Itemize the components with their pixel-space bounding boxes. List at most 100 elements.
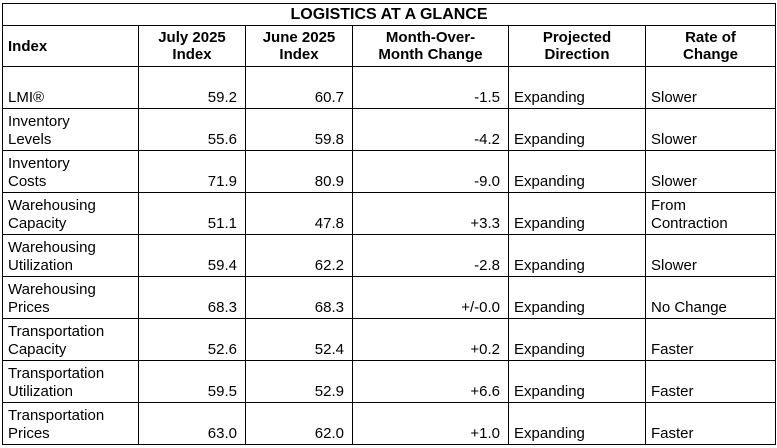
- header-index: Index: [2, 25, 139, 67]
- table-title: LOGISTICS AT A GLANCE: [1, 3, 777, 26]
- header-mom-change: Month-Over- Month Change: [352, 25, 509, 67]
- cell-index-label: Inventory Costs: [2, 150, 139, 193]
- cell-index-label-line2: Prices: [8, 425, 50, 442]
- table-row: Inventory Costs 71.9 80.9 -9.0 Expanding Slowe…: [2, 150, 777, 193]
- header-projected-line1: Projected: [542, 29, 612, 46]
- cell-index-label-line2: Prices: [8, 299, 50, 316]
- cell-july-value: 71.9: [138, 150, 246, 193]
- header-june-line1: June 2025: [262, 29, 336, 46]
- cell-rate-of-change: Slower: [644, 66, 777, 109]
- cell-mom-change: -1.5: [352, 66, 509, 109]
- cell-index-label-line2: Utilization: [8, 257, 74, 274]
- cell-mom-change: +1.0: [352, 402, 509, 445]
- header-mom-line2: Month Change: [378, 46, 483, 63]
- cell-rate-of-change: Faster: [644, 360, 777, 403]
- cell-rate-of-change-line2: Faster: [651, 425, 694, 442]
- cell-rate-of-change: Slower: [644, 150, 777, 193]
- cell-projected-direction: Expanding: [508, 402, 646, 445]
- header-july-line1: July 2025: [158, 29, 226, 46]
- cell-index-label: Transportation Prices: [2, 402, 139, 445]
- cell-rate-of-change-line2: Slower: [651, 173, 697, 190]
- cell-index-label-line2: Costs: [8, 173, 47, 190]
- cell-mom-change: -2.8: [352, 234, 509, 277]
- cell-index-label: Warehousing Capacity: [2, 192, 139, 235]
- cell-projected-direction: Expanding: [508, 276, 646, 319]
- cell-index-label: Inventory Levels: [2, 108, 139, 151]
- logistics-table: LOGISTICS AT A GLANCE Index July 2025 Ind…: [1, 3, 777, 445]
- header-july: July 2025 Index: [138, 25, 246, 67]
- cell-index-label-line1: Inventory: [8, 113, 70, 130]
- cell-index-label: LMI®: [2, 66, 139, 109]
- cell-mom-change: -4.2: [352, 108, 509, 151]
- cell-rate-of-change-line2: Slower: [651, 257, 697, 274]
- cell-index-label-line1: Warehousing: [8, 239, 96, 256]
- cell-index-label: Transportation Capacity: [2, 318, 139, 361]
- header-projected: Projected Direction: [508, 25, 646, 67]
- header-row: Index July 2025 Index June 2025 Index Mont…: [2, 25, 777, 67]
- cell-index-label-line2: LMI®: [8, 89, 45, 106]
- header-rate: Rate of Change: [644, 25, 777, 67]
- cell-june-value: 47.8: [245, 192, 353, 235]
- header-june-line2: Index: [279, 46, 319, 63]
- cell-rate-of-change: Slower: [644, 108, 777, 151]
- header-mom-line1: Month-Over-: [385, 29, 476, 46]
- cell-july-value: 52.6: [138, 318, 246, 361]
- cell-index-label-line2: Capacity: [8, 341, 67, 358]
- header-july-line2: Index: [172, 46, 212, 63]
- table-row: Warehousing Utilization 59.4 62.2 -2.8 Expand…: [2, 234, 777, 277]
- cell-june-value: 52.4: [245, 318, 353, 361]
- cell-june-value: 59.8: [245, 108, 353, 151]
- cell-rate-of-change-line2: Slower: [651, 89, 697, 106]
- table-row: Transportation Capacity 52.6 52.4 +0.2 Expand…: [2, 318, 777, 361]
- header-projected-line2: Direction: [544, 46, 610, 63]
- cell-index-label-line1: Transportation: [8, 365, 105, 382]
- header-june: June 2025 Index: [245, 25, 353, 67]
- cell-july-value: 63.0: [138, 402, 246, 445]
- cell-projected-direction: Expanding: [508, 234, 646, 277]
- cell-rate-of-change-line2: Faster: [651, 341, 694, 358]
- cell-index-label-line1: Transportation: [8, 407, 105, 424]
- table-row: Transportation Prices 63.0 62.0 +1.0 Expandin…: [2, 402, 777, 445]
- table-row: Inventory Levels 55.6 59.8 -4.2 Expanding Slow…: [2, 108, 777, 151]
- cell-rate-of-change: Slower: [644, 234, 777, 277]
- cell-june-value: 60.7: [245, 66, 353, 109]
- cell-rate-of-change: From Contraction: [644, 192, 777, 235]
- cell-index-label: Warehousing Prices: [2, 276, 139, 319]
- cell-projected-direction: Expanding: [508, 318, 646, 361]
- cell-june-value: 62.2: [245, 234, 353, 277]
- header-rate-line2: Change: [683, 46, 739, 63]
- cell-rate-of-change-line2: Faster: [651, 383, 694, 400]
- table-body: LMI® 59.2 60.7 -1.5 Expanding Slower Inventory…: [2, 66, 777, 445]
- cell-july-value: 59.4: [138, 234, 246, 277]
- cell-july-value: 59.5: [138, 360, 246, 403]
- cell-june-value: 62.0: [245, 402, 353, 445]
- cell-projected-direction: Expanding: [508, 150, 646, 193]
- cell-rate-of-change: Faster: [644, 402, 777, 445]
- cell-mom-change: +3.3: [352, 192, 509, 235]
- cell-projected-direction: Expanding: [508, 108, 646, 151]
- cell-rate-of-change: Faster: [644, 318, 777, 361]
- cell-index-label-line1: Transportation: [8, 323, 105, 340]
- cell-mom-change: +0.2: [352, 318, 509, 361]
- cell-mom-change: +6.6: [352, 360, 509, 403]
- cell-projected-direction: Expanding: [508, 192, 646, 235]
- cell-june-value: 52.9: [245, 360, 353, 403]
- table-row: Transportation Utilization 59.5 52.9 +6.6 Exp…: [2, 360, 777, 403]
- table-row: LMI® 59.2 60.7 -1.5 Expanding Slower: [2, 66, 777, 109]
- cell-projected-direction: Expanding: [508, 360, 646, 403]
- cell-july-value: 68.3: [138, 276, 246, 319]
- cell-index-label-line2: Levels: [8, 131, 52, 148]
- cell-index-label-line2: Utilization: [8, 383, 74, 400]
- cell-mom-change: +/-0.0: [352, 276, 509, 319]
- cell-june-value: 68.3: [245, 276, 353, 319]
- table-row: Warehousing Prices 68.3 68.3 +/-0.0 Expanding…: [2, 276, 777, 319]
- cell-july-value: 55.6: [138, 108, 246, 151]
- cell-mom-change: -9.0: [352, 150, 509, 193]
- cell-index-label: Transportation Utilization: [2, 360, 139, 403]
- cell-index-label-line1: Warehousing: [8, 197, 96, 214]
- cell-index-label-line1: Warehousing: [8, 281, 96, 298]
- table-row: Warehousing Capacity 51.1 47.8 +3.3 Expanding…: [2, 192, 777, 235]
- cell-index-label: Warehousing Utilization: [2, 234, 139, 277]
- header-rate-line1: Rate of: [685, 29, 736, 46]
